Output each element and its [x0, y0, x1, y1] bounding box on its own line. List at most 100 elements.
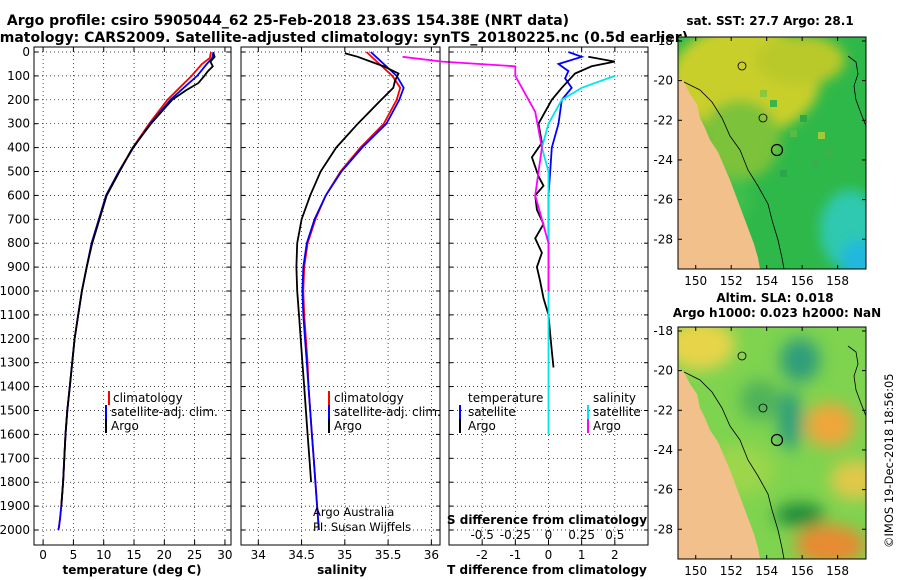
lat-tick-label: -20	[653, 74, 673, 88]
lat-tick-label: -26	[653, 193, 673, 207]
s-tick-label: 0.5	[605, 528, 624, 542]
temperature-frame	[33, 46, 232, 546]
legend-argo-label: Argo	[334, 419, 362, 433]
legend-argo-label: Argo	[111, 419, 139, 433]
lat-tick-label: -22	[653, 113, 673, 127]
sst-map-title: sat. SST: 27.7 Argo: 28.1	[686, 14, 853, 28]
x-tick-label: 36	[424, 548, 439, 562]
sst-reef-contour	[847, 55, 866, 127]
figure-title-line-1: Argo profile: csiro 5905044_62 25-Feb-20…	[7, 13, 569, 29]
legend-salinity-title: salinity	[593, 391, 636, 405]
lon-tick-label: 156	[791, 274, 814, 288]
sla-map: Altim. SLA: 0.018 Argo h1000: 0.023 h200…	[653, 291, 881, 578]
legend-climatology-label: climatology	[113, 391, 183, 405]
depth-tick-label: 600	[7, 188, 30, 202]
x-tick-label: 2	[611, 548, 619, 562]
depth-tick-label: 700	[7, 212, 30, 226]
depth-tick-label: 1700	[0, 451, 30, 465]
series-temperature-argo	[530, 55, 615, 368]
temperature-panel: 0100200300400500600700800900100011001200…	[0, 45, 233, 577]
legend-climatology-label: climatology	[334, 391, 404, 405]
depth-axis-ticks: 0 100 200 300 400 500 600 700 800 900 1000 1100 1200…	[0, 45, 30, 537]
sla-map-title-2: Argo h1000: 0.023 h2000: NaN	[673, 306, 881, 320]
t-difference-axis-label: T difference from climatology	[447, 563, 647, 577]
temperature-grid	[34, 47, 231, 545]
legend-t-argo-label: Argo	[468, 419, 496, 433]
sla-argo-marker	[770, 433, 784, 447]
sla-longitude-ticks: 150 152 154 156 158	[684, 327, 849, 578]
figure-title-line-2: Climatology: CARS2009. Satellite-adjuste…	[0, 30, 688, 46]
legend-s-satellite-label: satellite	[593, 405, 641, 419]
sst-pixel	[790, 130, 797, 137]
sst-pixel	[780, 170, 787, 177]
lon-tick-label: 154	[755, 564, 778, 578]
lon-tick-label: 152	[720, 564, 743, 578]
x-tick-label: -2	[476, 548, 488, 562]
depth-tick-label: 1100	[0, 308, 30, 322]
depth-tick-label: 300	[7, 117, 30, 131]
sst-pixel	[760, 90, 767, 97]
depth-tick-label: 500	[7, 165, 30, 179]
legend-temperature-title: temperature	[468, 391, 543, 405]
x-tick-label: -1	[509, 548, 521, 562]
credit-pi: PI: Susan Wijffels	[313, 520, 411, 534]
lon-tick-label: 158	[826, 564, 849, 578]
x-tick-label: 10	[96, 548, 111, 562]
difference-legend-salinity: salinity satellite Argo	[587, 391, 641, 433]
depth-tick-label: 100	[7, 69, 30, 83]
lat-tick-label: -18	[653, 34, 673, 48]
s-difference-axis-label: S difference from climatology	[447, 513, 647, 527]
legend-s-argo-label: Argo	[593, 419, 621, 433]
temperature-series	[57, 51, 216, 531]
series-argo	[295, 52, 400, 483]
sst-latitude-ticks: -18 -20 -22 -24 -26 -28	[653, 34, 866, 246]
series-argo	[60, 52, 216, 507]
lat-tick-label: -24	[653, 153, 673, 167]
legend-satellite-label: satellite-adj. clim.	[334, 405, 441, 419]
lat-tick-label: -22	[653, 403, 673, 417]
x-tick-label: 34.5	[288, 548, 315, 562]
depth-tick-label: 900	[7, 260, 30, 274]
sst-map: sat. SST: 27.7 Argo: 28.1 150 152 154 156 15…	[653, 14, 867, 288]
lon-tick-label: 158	[826, 274, 849, 288]
sst-argo-marker	[770, 143, 784, 157]
difference-panel: -2 -1 0 1 2 -0.5 -0.25 0 0.25 0.5 S difference f…	[402, 46, 649, 577]
s-tick-label: -0.25	[500, 528, 531, 542]
salinity-grid	[241, 47, 440, 545]
depth-tick-label: 1300	[0, 356, 30, 370]
legend-satellite-label: satellite-adj. clim.	[111, 405, 218, 419]
lat-tick-label: -28	[653, 522, 673, 536]
sla-map-field	[678, 327, 866, 559]
sla-reef-contour	[847, 345, 866, 417]
series-salinity-satellite	[540, 75, 616, 435]
series-salinity-argo	[402, 55, 550, 291]
s-tick-label: -0.5	[470, 528, 493, 542]
series-satellite-adj-clim-	[301, 51, 405, 531]
imos-timestamp: ©IMOS 19-Dec-2018 18:56:05	[882, 373, 896, 548]
t-difference-axis-ticks: -2 -1 0 1 2	[476, 47, 619, 562]
salinity-axis-label: salinity	[317, 563, 367, 577]
x-tick-label: 30	[217, 548, 232, 562]
legend-t-satellite-label: satellite	[468, 405, 516, 419]
lat-tick-label: -20	[653, 364, 673, 378]
x-tick-label: 0	[39, 548, 47, 562]
x-tick-label: 25	[187, 548, 202, 562]
depth-tick-label: 1800	[0, 475, 30, 489]
sst-pixel	[812, 160, 819, 167]
x-tick-label: 0	[545, 548, 553, 562]
temperature-legend: climatology satellite-adj. clim. Argo	[105, 391, 218, 433]
sla-land-australia	[678, 368, 760, 559]
sst-map-frame	[677, 36, 867, 270]
x-tick-label: 20	[157, 548, 172, 562]
lon-tick-label: 150	[684, 564, 707, 578]
salinity-frame	[240, 46, 441, 546]
sla-latitude-ticks: -18 -20 -22 -24 -26 -28	[653, 324, 866, 536]
x-tick-label: 1	[578, 548, 586, 562]
depth-tick-label: 400	[7, 141, 30, 155]
credit-argo-australia: Argo Australia	[313, 505, 394, 519]
salinity-panel: 34 34.5 35 35.5 36 salinity climatology sate…	[240, 46, 441, 577]
depth-tick-label: 1500	[0, 404, 30, 418]
difference-series	[402, 51, 616, 435]
sla-map-frame	[677, 326, 867, 560]
temperature-axis-label: temperature (deg C)	[63, 563, 202, 577]
